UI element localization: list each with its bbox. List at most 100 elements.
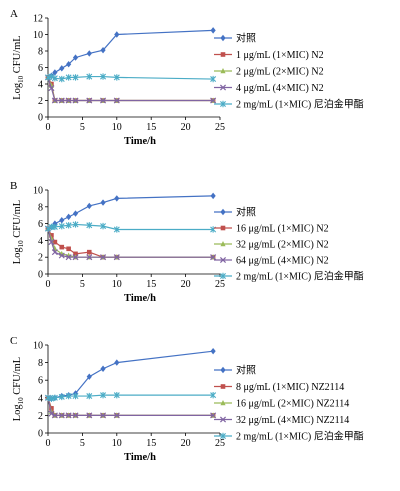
legend-item: 2 mg/mL (1×MIC) 尼泊金甲酯 <box>214 430 364 443</box>
legend-item: 1 μg/mL (1×MIC) N2 <box>214 50 324 61</box>
data-point <box>86 50 92 57</box>
legend-marker <box>220 34 226 42</box>
data-point <box>100 199 106 206</box>
legend-label: 对照 <box>236 32 256 45</box>
series-3 <box>44 225 217 261</box>
data-point <box>51 412 58 419</box>
y-axis-label: Log10 CFU/mL <box>12 35 25 99</box>
y-tick-label: 4 <box>38 236 43 247</box>
data-point <box>100 73 107 80</box>
y-axis-label: Log10 CFU/mL <box>12 357 25 421</box>
data-point <box>51 249 58 256</box>
panel-label: A <box>10 8 18 20</box>
data-point <box>45 225 51 232</box>
x-axis-label: Time/h <box>124 136 156 147</box>
x-tick-label: 25 <box>215 279 225 290</box>
data-point <box>58 393 65 401</box>
legend-marker <box>220 366 226 374</box>
x-tick-label: 0 <box>46 122 51 133</box>
data-point <box>72 221 79 228</box>
legend-label: 对照 <box>236 206 256 219</box>
series-3 <box>44 394 217 419</box>
data-point <box>100 412 107 419</box>
series-line <box>47 228 214 258</box>
y-tick-label: 6 <box>38 219 43 230</box>
y-tick-label: 2 <box>38 253 43 264</box>
data-point <box>72 74 79 81</box>
data-point <box>48 410 55 417</box>
legend-marker <box>219 84 227 91</box>
data-point <box>51 223 58 231</box>
y-axis-label: Log10 CFU/mL <box>12 200 25 264</box>
series-4 <box>45 73 217 83</box>
data-point <box>49 406 54 411</box>
series-0 <box>45 192 216 232</box>
legend-item: 32 μg/mL (2×MIC) N2 <box>214 240 329 251</box>
legend-marker <box>220 52 226 57</box>
legend-marker <box>220 68 226 74</box>
legend-item: 2 mg/mL (1×MIC) 尼泊金甲酯 <box>214 270 364 283</box>
data-point <box>65 97 72 104</box>
legend-marker <box>220 400 226 406</box>
data-point <box>210 412 217 419</box>
series-line <box>47 77 214 102</box>
x-tick-label: 25 <box>215 438 225 449</box>
series-line <box>47 397 214 416</box>
data-point <box>66 213 72 221</box>
x-tick-label: 0 <box>46 438 51 449</box>
data-point <box>210 192 216 200</box>
data-point <box>65 74 72 81</box>
data-point <box>86 254 93 261</box>
data-point <box>113 226 120 233</box>
legend-label: 2 mg/mL (1×MIC) 尼泊金甲酯 <box>236 98 364 111</box>
series-line <box>47 397 214 416</box>
data-point <box>100 254 107 261</box>
data-point <box>210 27 216 34</box>
legend-marker <box>220 432 226 440</box>
data-point <box>72 54 79 61</box>
legend: 对照 1 μg/mL (1×MIC) N2 2 μg/mL (2×MIC) N2 4 … <box>214 32 364 111</box>
legend-item: 对照 <box>214 364 256 377</box>
series-line <box>47 228 214 258</box>
data-point <box>86 222 93 229</box>
legend-item: 64 μg/mL (4×MIC) N2 <box>214 256 329 267</box>
data-point <box>113 97 120 104</box>
x-tick-label: 15 <box>146 438 156 449</box>
data-point <box>65 412 72 419</box>
series-4 <box>45 391 217 402</box>
legend-label: 2 mg/mL (1×MIC) 尼泊金甲酯 <box>236 270 364 283</box>
data-point <box>72 210 79 217</box>
y-tick-label: 2 <box>38 411 43 422</box>
chart-panel-B: B 0 2 4 6 8 10 0 5 10 15 20 25 Time/h Log10 CFU/mL 对照 16… <box>10 180 364 304</box>
data-point <box>59 65 65 72</box>
data-point <box>58 75 65 83</box>
legend-marker <box>220 384 226 389</box>
series-line <box>47 29 214 78</box>
data-point <box>52 69 58 76</box>
y-tick-label: 4 <box>38 393 43 404</box>
legend-label: 2 mg/mL (1×MIC) 尼泊金甲酯 <box>236 430 364 443</box>
y-tick-label: 8 <box>38 202 43 213</box>
data-point <box>52 239 58 245</box>
x-axis-label: Time/h <box>124 452 156 463</box>
x-tick-label: 5 <box>80 122 85 133</box>
legend-label: 64 μg/mL (4×MIC) N2 <box>236 256 329 267</box>
data-point <box>100 97 107 104</box>
data-point <box>48 235 55 241</box>
legend-label: 1 μg/mL (1×MIC) N2 <box>236 50 324 61</box>
data-point <box>86 73 93 80</box>
series-line <box>47 75 214 80</box>
data-point <box>45 394 51 401</box>
data-point <box>210 97 217 104</box>
x-tick-label: 10 <box>112 279 122 290</box>
x-tick-label: 20 <box>181 438 191 449</box>
y-tick-label: 8 <box>38 358 43 369</box>
data-point <box>72 254 79 261</box>
series-line <box>47 223 214 231</box>
x-tick-label: 0 <box>46 279 51 290</box>
panel-label: B <box>10 180 17 192</box>
legend-label: 16 μg/mL (2×MIC) NZ2114 <box>236 399 349 410</box>
legend-marker <box>220 272 226 280</box>
data-point <box>51 75 58 82</box>
